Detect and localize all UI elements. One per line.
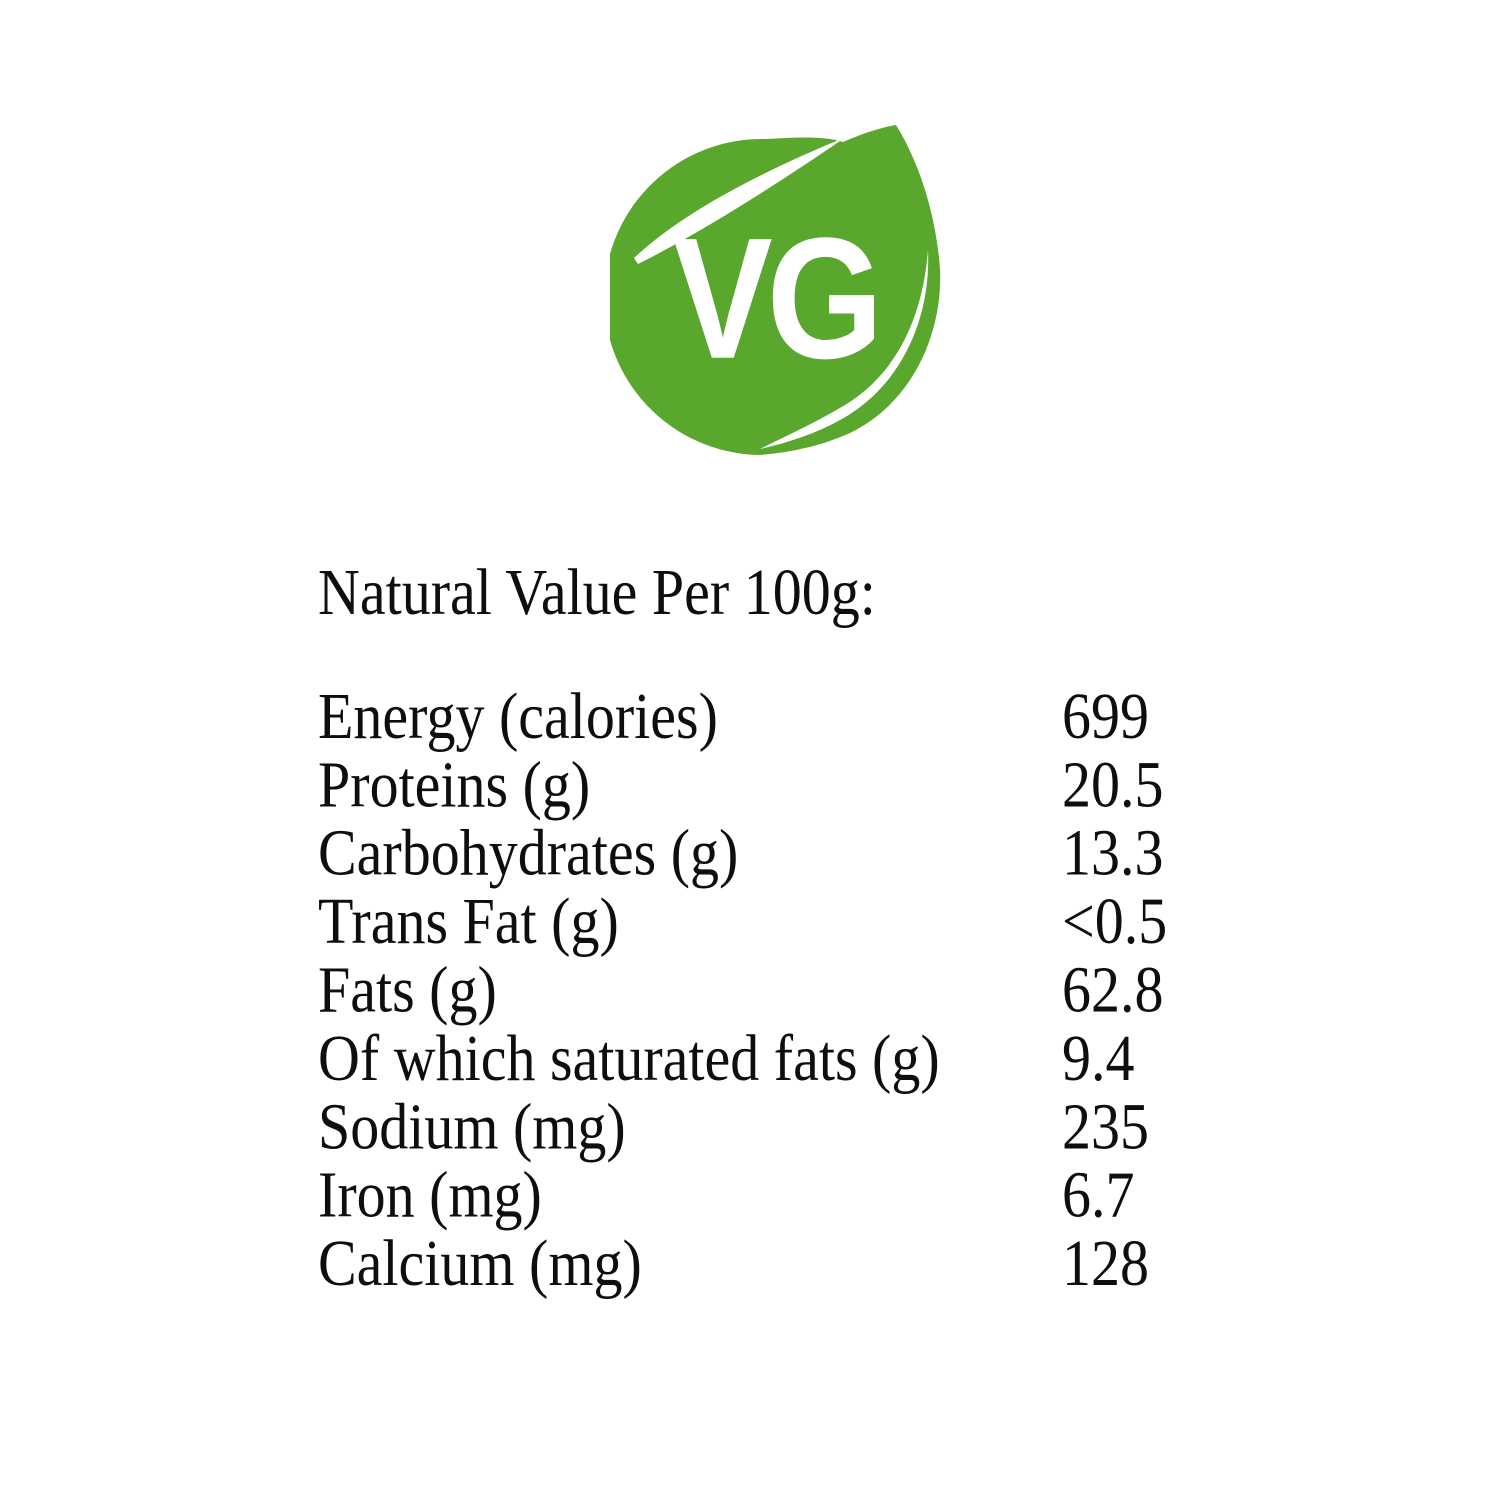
- vegan-vg-logo: VG: [610, 125, 941, 455]
- nutrition-value: 9.4: [1062, 1020, 1135, 1095]
- nutrition-value: 20.5: [1062, 746, 1164, 822]
- nutrition-label: Proteins (g): [318, 746, 591, 822]
- nutrition-value: 699: [1062, 678, 1149, 753]
- nutrition-row: Of which saturated fats (g) 9.4: [318, 1020, 1188, 1095]
- nutrition-row: Trans Fat (g) <0.5: [318, 887, 1188, 955]
- nutrition-label: Sodium (mg): [318, 1088, 626, 1164]
- nutrition-label: Iron (mg): [318, 1157, 542, 1232]
- nutrition-label: Carbohydrates (g): [318, 815, 739, 890]
- nutrition-value: 6.7: [1062, 1157, 1135, 1232]
- nutrition-row: Carbohydrates (g) 13.3: [318, 815, 1188, 890]
- leaf-rim-swoosh-icon: [760, 250, 929, 449]
- nutrition-label: Calcium (mg): [318, 1225, 642, 1300]
- nutrition-row: Sodium (mg) 235: [318, 1092, 1188, 1160]
- nutrition-value: 235: [1062, 1088, 1149, 1164]
- nutrition-row: Calcium (mg) 128: [318, 1229, 1188, 1297]
- nutrition-label: Fats (g): [318, 952, 497, 1027]
- nutrition-row: Energy (calories) 699: [318, 678, 1188, 753]
- nutrition-label: Energy (calories): [318, 678, 718, 753]
- nutrition-row: Proteins (g) 20.5: [318, 750, 1188, 818]
- leaf-body-shape: [610, 125, 941, 455]
- nutrition-table: Energy (calories) 699 Proteins (g) 20.5 …: [318, 678, 1188, 1298]
- nutrition-value: 62.8: [1062, 952, 1164, 1027]
- heading-natural-value-per-100g: Natural Value Per 100g:: [318, 554, 876, 629]
- nutrition-value: <0.5: [1062, 883, 1168, 958]
- nutrition-label: Of which saturated fats (g): [318, 1020, 940, 1095]
- logo-initials: VG: [673, 203, 878, 395]
- leaf-vein-swoosh-icon: [634, 137, 846, 264]
- nutrition-value: 13.3: [1062, 815, 1164, 890]
- nutrition-label: Trans Fat (g): [318, 883, 619, 958]
- nutrition-value: 128: [1062, 1225, 1149, 1300]
- nutrition-row: Fats (g) 62.8: [318, 952, 1188, 1027]
- nutrition-row: Iron (mg) 6.7: [318, 1157, 1188, 1232]
